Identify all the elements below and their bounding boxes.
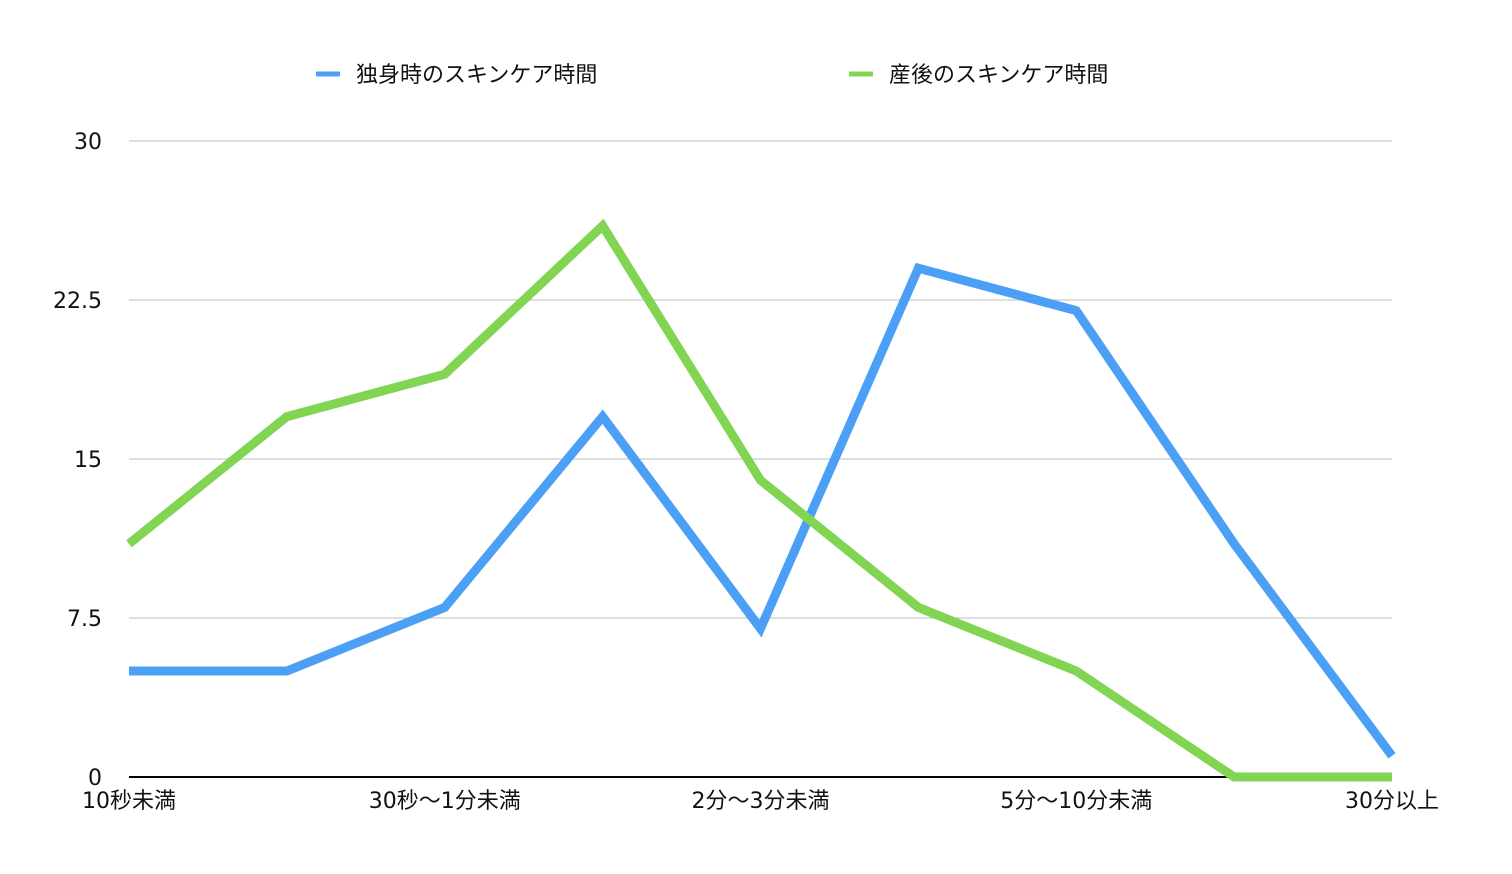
x-tick-label: 2分〜3分未満 — [692, 789, 830, 814]
y-tick-label: 7.5 — [67, 607, 102, 632]
x-tick-label: 30分以上 — [1345, 789, 1439, 814]
y-tick-label: 22.5 — [53, 289, 102, 314]
x-tick-label: 30秒〜1分未満 — [369, 789, 521, 814]
series-line-0 — [129, 262, 1396, 759]
x-tick-label: 10秒未満 — [82, 789, 176, 814]
legend-label-1: 産後のスキンケア時間 — [889, 63, 1108, 88]
legend-label-0: 独身時のスキンケア時間 — [356, 63, 597, 88]
y-tick-label: 0 — [88, 766, 102, 791]
x-tick-label: 5分〜10分未満 — [1000, 789, 1152, 814]
y-tick-label: 15 — [74, 448, 102, 473]
y-tick-label: 30 — [74, 130, 102, 155]
